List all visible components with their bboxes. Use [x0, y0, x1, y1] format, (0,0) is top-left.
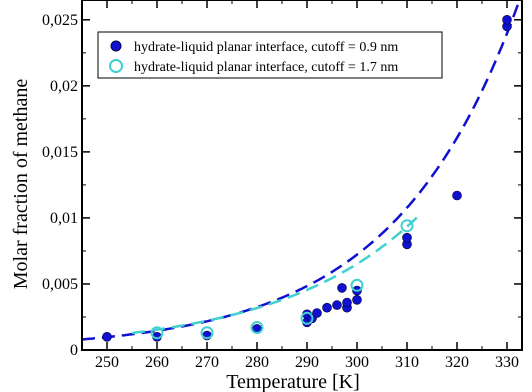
legend: hydrate-liquid planar interface, cutoff …	[97, 31, 443, 79]
data-point-series-1	[102, 331, 112, 342]
data-point-series-2	[150, 326, 164, 340]
legend-box	[97, 31, 443, 79]
x-tick-label: 320	[445, 354, 469, 371]
y-axis-title: Molar fraction of methane	[10, 79, 32, 290]
x-tick-label: 280	[245, 354, 269, 371]
data-points	[102, 14, 512, 342]
data-point-series-2	[300, 311, 314, 325]
data-point-series-1	[402, 232, 412, 243]
data-point-series-1	[342, 297, 352, 308]
data-point-series-1	[337, 283, 347, 293]
data-point-series-1	[312, 308, 322, 318]
x-tick-label: 250	[95, 354, 119, 371]
legend-label-series-1: hydrate-liquid planar interface, cutoff …	[134, 40, 398, 55]
data-point-series-2	[400, 219, 414, 233]
legend-marker-series-1	[110, 40, 122, 52]
legend-label-series-2: hydrate-liquid planar interface, cutoff …	[134, 60, 398, 75]
y-tick-label: 0,015	[42, 144, 78, 161]
x-tick-label: 260	[145, 354, 169, 371]
legend-marker-series-2	[109, 59, 123, 73]
fit-curves	[81, 0, 521, 341]
y-tick-label: 0,01	[50, 210, 78, 227]
x-tick-label: 270	[195, 354, 219, 371]
data-point-series-2	[350, 278, 364, 292]
x-axis-title: Temperature [K]	[226, 371, 360, 392]
data-point-series-2	[200, 326, 214, 340]
x-tick-label: 330	[495, 354, 519, 371]
y-tick-label: 0,02	[50, 78, 78, 95]
y-tick-label: 0	[70, 342, 78, 359]
x-tick-label: 310	[395, 354, 419, 371]
x-tick-label: 300	[345, 354, 369, 371]
data-point-series-1	[502, 14, 512, 25]
plot-frame	[81, 0, 523, 351]
data-point-series-1	[352, 294, 362, 305]
data-point-series-2	[250, 321, 264, 334]
data-point-series-1	[332, 300, 342, 310]
data-point-series-1	[322, 302, 332, 313]
y-tick-label: 0,025	[42, 12, 78, 29]
x-tick-label: 290	[295, 354, 319, 371]
fit-curve-series-1	[81, 0, 521, 341]
axis-ticks: 250 260 270 280 290 300 310 320 330 0 0,005 0,01 0,0…	[42, 0, 522, 371]
y-tick-label: 0,005	[42, 276, 78, 293]
data-point-series-1	[452, 190, 462, 201]
fit-curve-series-2	[131, 216, 418, 335]
